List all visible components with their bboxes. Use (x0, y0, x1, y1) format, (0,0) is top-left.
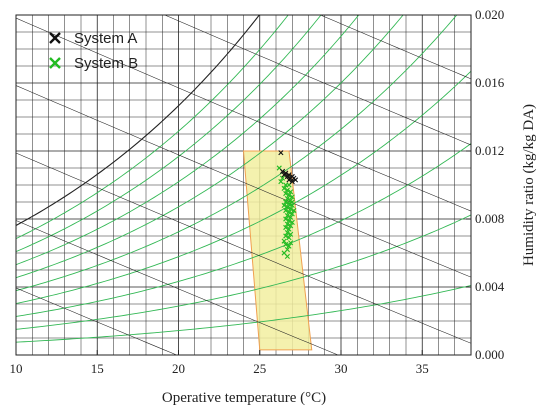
y-axis-title: Humidity ratio (kg/kg DA) (521, 104, 537, 266)
enthalpy-line (16, 220, 339, 355)
x-tick-label: 35 (416, 361, 429, 376)
point-system-b (291, 207, 297, 214)
enthalpy-line (319, 15, 471, 80)
rh-curve (16, 285, 471, 343)
point-system-a (292, 177, 299, 183)
legend-label-system-a: System A (74, 30, 137, 47)
x-axis-title: Operative temperature (°C) (162, 390, 326, 406)
point-system-b (283, 216, 289, 222)
rh-curve (16, 214, 471, 330)
rh-curve (16, 15, 322, 253)
legend-label-system-b: System B (74, 55, 138, 72)
point-system-b (281, 185, 287, 191)
point-system-b (281, 250, 287, 256)
point-system-b (278, 179, 284, 185)
point-system-b (286, 235, 292, 241)
point-system-b (284, 230, 290, 236)
enthalpy-line (16, 17, 471, 212)
data-points-layer (276, 150, 299, 259)
point-system-b (289, 219, 295, 225)
y-tick-label: 0.000 (475, 347, 504, 362)
point-system-b (289, 211, 295, 217)
point-system-b (279, 175, 286, 181)
x-tick-label: 25 (253, 361, 266, 376)
point-system-b (286, 209, 292, 215)
rh-curve (16, 15, 260, 226)
point-system-b (284, 187, 290, 193)
point-system-b (286, 243, 292, 249)
enthalpy-line (16, 152, 471, 344)
point-system-b (283, 199, 289, 205)
legend: System A System B (49, 30, 138, 72)
point-system-b (281, 202, 287, 208)
y-tick-label: 0.004 (475, 279, 505, 294)
y-axis: 0.000 0.004 0.008 0.012 0.016 0.020 (466, 7, 505, 362)
point-system-b (286, 201, 292, 207)
rh-curve (16, 15, 404, 279)
point-system-b (288, 240, 294, 246)
point-system-a (286, 177, 292, 183)
point-system-b (283, 241, 289, 248)
comfort-zone (242, 150, 313, 351)
plot-frame (15, 14, 472, 356)
point-system-a (289, 179, 295, 185)
point-system-b (288, 206, 294, 212)
x-axis: 10 15 20 25 30 35 (10, 350, 429, 376)
point-system-b (283, 207, 289, 214)
point-system-b (283, 190, 289, 197)
point-system-a (279, 168, 286, 174)
x-tick-label: 15 (91, 361, 104, 376)
rh-curve (16, 15, 289, 239)
point-system-b (289, 194, 295, 200)
point-system-b (288, 223, 294, 229)
x-tick-label: 30 (335, 361, 348, 376)
point-system-b (288, 231, 294, 237)
point-system-b (284, 204, 290, 210)
point-system-b (288, 189, 294, 195)
rh-curve (16, 143, 471, 317)
point-system-b (286, 226, 292, 232)
point-system-b (289, 199, 295, 205)
legend-marker-system-b (49, 57, 61, 69)
legend-marker-system-a (49, 32, 61, 44)
enthalpy-line (16, 85, 471, 278)
comfort-zone-layer (242, 150, 313, 351)
point-system-b (283, 224, 289, 231)
legend-x-mark (49, 32, 61, 44)
point-system-b (284, 213, 290, 219)
point-system-a (284, 173, 290, 180)
point-system-b (288, 214, 294, 220)
rh-curve (16, 15, 360, 266)
rh-curve (16, 15, 458, 292)
x-tick-label: 20 (172, 361, 185, 376)
enthalpy-line (16, 287, 178, 355)
y-tick-label: 0.016 (475, 75, 505, 90)
point-system-b (286, 192, 292, 198)
point-system-a (278, 150, 284, 156)
y-tick-label: 0.012 (475, 143, 504, 158)
rh-curve (16, 70, 471, 305)
enthalpy-line (164, 15, 471, 146)
x-tick-label: 10 (10, 361, 23, 376)
point-system-b (286, 218, 292, 224)
y-tick-label: 0.008 (475, 211, 504, 226)
point-system-b (281, 238, 287, 244)
point-system-b (283, 233, 289, 239)
point-system-b (284, 221, 290, 227)
point-system-a (281, 172, 287, 178)
legend-x-mark (49, 57, 61, 69)
point-system-b (284, 196, 290, 202)
y-tick-label: 0.020 (475, 7, 504, 22)
psychrometric-lines-layer (16, 15, 471, 355)
